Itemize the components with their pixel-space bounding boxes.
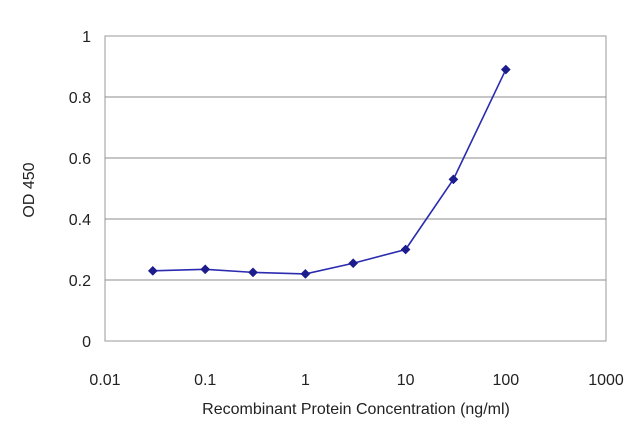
y-tick-label: 0 (82, 334, 91, 351)
data-point-marker (448, 174, 459, 185)
data-point-marker (200, 264, 211, 275)
y-tick-label: 1 (82, 29, 91, 46)
data-point-marker (300, 268, 311, 279)
x-tick-label: 0.01 (89, 372, 120, 389)
gridlines (105, 96, 606, 281)
x-tick-label: 1000 (588, 372, 624, 389)
x-axis-tick-labels: 0.01 0.1 1 10 100 1000 (89, 372, 623, 389)
data-point-marker (348, 258, 359, 269)
data-point-marker (500, 64, 511, 75)
data-point-marker (147, 265, 158, 276)
data-point-marker (248, 267, 258, 278)
series-line (152, 69, 507, 275)
x-tick-label: 10 (397, 372, 415, 389)
y-tick-label: 0.8 (69, 90, 91, 107)
data-point-marker (400, 244, 411, 255)
y-axis-tick-labels: 0 0.2 0.4 0.6 0.8 1 (69, 29, 91, 351)
y-tick-label: 0.2 (69, 273, 91, 290)
x-axis-title: Recombinant Protein Concentration (ng/ml… (202, 401, 510, 418)
y-tick-label: 0.6 (69, 151, 91, 168)
plot-area (104, 35, 607, 342)
x-tick-label: 1 (301, 372, 310, 389)
x-tick-label: 0.1 (194, 372, 216, 389)
y-axis-title: OD 450 (21, 162, 38, 217)
x-tick-label: 100 (492, 372, 519, 389)
series-group (147, 64, 511, 279)
y-tick-label: 0.4 (69, 212, 91, 229)
